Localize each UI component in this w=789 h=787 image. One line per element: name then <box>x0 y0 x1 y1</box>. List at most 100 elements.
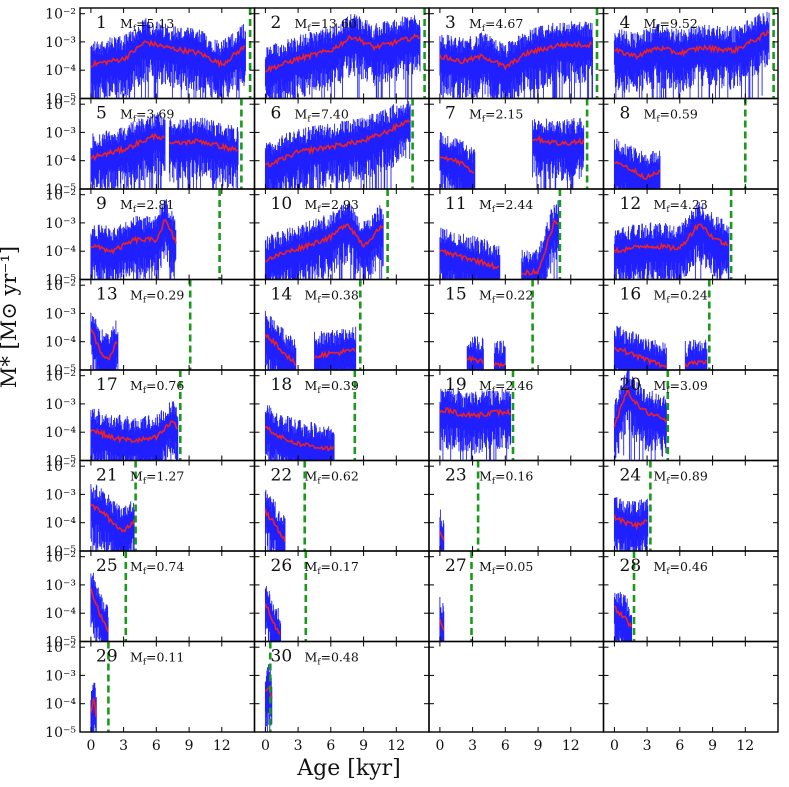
panel-28 <box>613 551 636 642</box>
x-tick-label: 0 <box>610 738 619 754</box>
panel-number: 19 <box>445 375 467 395</box>
smoothed-rate-series <box>90 698 97 718</box>
final-mass-label: Mf=2.15 <box>469 107 523 125</box>
smoothed-rate-series <box>439 40 593 71</box>
final-mass-label: Mf=0.29 <box>130 288 184 306</box>
panel-13 <box>90 279 192 370</box>
y-tick-label: 10⁻² <box>45 640 76 656</box>
panel-19 <box>439 370 515 461</box>
panel-number: 6 <box>271 104 282 124</box>
panel-number: 29 <box>96 647 118 667</box>
x-tick-label: 9 <box>708 738 717 754</box>
x-tick-label: 12 <box>213 738 231 754</box>
panel-number: 14 <box>271 285 293 305</box>
final-mass-label: Mf=13.60 <box>295 16 357 34</box>
smoothed-rate-series <box>90 219 177 255</box>
smoothed-rate-series <box>439 619 445 631</box>
panel-number: 7 <box>445 104 456 124</box>
smoothed-rate-series <box>264 508 286 543</box>
panel-number: 25 <box>96 556 118 576</box>
panel-7 <box>439 98 589 189</box>
y-tick-label: 10⁻³ <box>45 578 76 594</box>
final-mass-label: Mf=7.40 <box>295 107 349 125</box>
final-mass-label: Mf=0.17 <box>305 559 359 577</box>
x-tick-label: 3 <box>119 738 128 754</box>
raw-rate-series <box>613 370 667 461</box>
panel-number: 18 <box>271 375 293 395</box>
smoothed-rate-series <box>90 504 135 533</box>
raw-rate-series <box>466 336 484 370</box>
panel-number: 15 <box>445 285 467 305</box>
panel-20 <box>613 370 670 461</box>
panel-number: 5 <box>96 104 107 124</box>
smoothed-rate-series <box>614 605 633 628</box>
y-tick-label: 10⁻⁴ <box>45 425 76 441</box>
smoothed-rate-series <box>684 359 707 368</box>
final-mass-label: Mf=5.13 <box>120 16 174 34</box>
smoothed-rate-series <box>264 425 335 452</box>
y-tick-label: 10⁻⁵ <box>45 273 76 289</box>
panel-1 <box>90 8 252 99</box>
y-tick-label: 10⁻⁴ <box>45 697 76 713</box>
panel-25 <box>90 551 128 642</box>
final-mass-label: Mf=0.89 <box>654 469 708 487</box>
panel-number: 20 <box>620 375 642 395</box>
x-axis-label: Age [kyr] <box>296 756 400 781</box>
y-tick-label: 10⁻² <box>45 188 76 204</box>
smoothed-rate-series <box>521 218 559 276</box>
panel-number: 23 <box>445 466 467 486</box>
panel-29 <box>90 641 110 732</box>
smoothed-rate-series <box>439 531 445 541</box>
panel-number: 24 <box>620 466 642 486</box>
smoothed-rate-series <box>264 223 384 263</box>
panel-number: 12 <box>620 194 642 214</box>
smoothed-rate-series <box>169 138 238 153</box>
plot-layer: 10⁻⁵ 10⁻⁴ 10⁻³ 10⁻² 1 Mf=5.13 2 Mf=13.60 3 Mf=4.6… <box>45 7 779 754</box>
panel-number: 16 <box>620 285 642 305</box>
final-mass-label: Mf=0.46 <box>654 559 708 577</box>
final-mass-label: Mf=2.46 <box>479 378 533 396</box>
panel-9 <box>90 189 221 280</box>
panel-number: 4 <box>620 13 631 33</box>
y-tick-label: 10⁻⁴ <box>45 154 76 170</box>
panel-27 <box>439 551 473 642</box>
panel-10 <box>264 189 389 280</box>
x-tick-label: 3 <box>294 738 303 754</box>
final-mass-label: Mf=4.23 <box>654 197 708 215</box>
panel-15 <box>466 279 534 370</box>
smoothed-rate-series <box>90 328 118 361</box>
panel-8 <box>613 98 747 189</box>
raw-rate-series <box>90 572 109 642</box>
final-mass-label: Mf=3.69 <box>120 107 174 125</box>
x-tick-label: 9 <box>359 738 368 754</box>
y-tick-label: 10⁻² <box>45 278 76 294</box>
x-tick-label: 6 <box>152 738 161 754</box>
smoothed-rate-series <box>613 223 729 254</box>
panel-number: 11 <box>445 194 467 214</box>
y-tick-label: 10⁻³ <box>45 306 76 322</box>
smoothed-rate-series <box>90 132 165 162</box>
panel-16 <box>613 279 711 370</box>
x-tick-label: 6 <box>501 738 510 754</box>
panel-11 <box>439 189 562 280</box>
final-mass-label: Mf=0.11 <box>130 650 184 668</box>
smoothed-rate-series <box>466 354 484 365</box>
smoothed-rate-series <box>265 118 411 168</box>
y-tick-label: 10⁻⁴ <box>45 63 76 79</box>
panel-number: 21 <box>96 466 118 486</box>
panel-17 <box>90 370 182 461</box>
raw-rate-series <box>613 497 649 551</box>
y-axis-label: Ṁ* [M⊙ yr⁻¹] <box>0 246 21 388</box>
panel-number: 30 <box>271 647 293 667</box>
panel-5 <box>90 98 243 189</box>
final-mass-label: Mf=0.76 <box>130 378 184 396</box>
panel-18 <box>264 370 357 461</box>
y-tick-label: 10⁻³ <box>45 487 76 503</box>
panel-frame <box>602 640 779 733</box>
y-tick-label: 10⁻⁴ <box>45 516 76 532</box>
raw-rate-series <box>314 326 357 370</box>
panel-22 <box>264 460 307 551</box>
y-tick-label: 10⁻⁴ <box>45 244 76 260</box>
smoothed-rate-series <box>613 346 668 369</box>
y-tick-label: 10⁻⁵ <box>45 92 76 108</box>
